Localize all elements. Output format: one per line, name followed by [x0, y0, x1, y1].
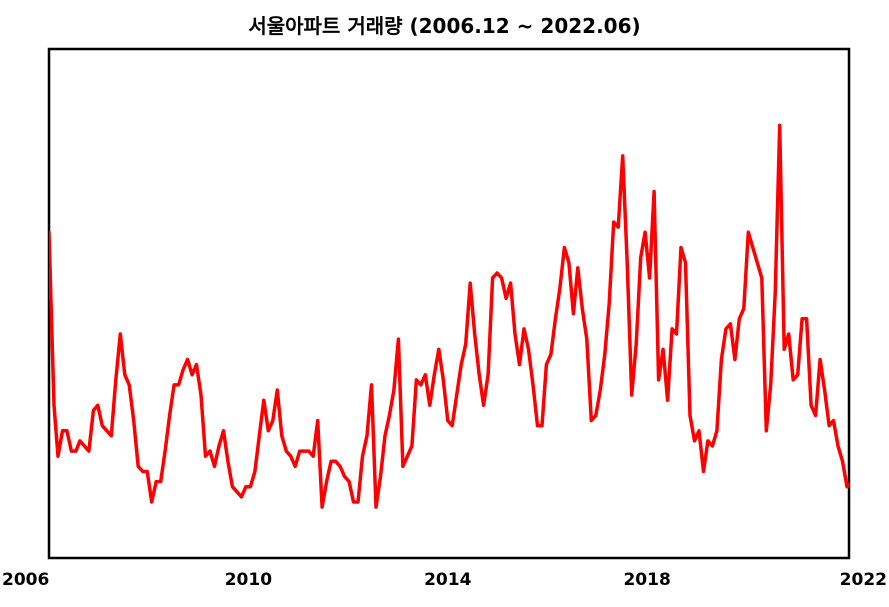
series-line-0 [49, 123, 849, 509]
x-tick-label: 2014 [424, 570, 471, 590]
x-tick-label: 2006 [2, 570, 49, 590]
plot-frame [47, 47, 851, 560]
x-tick-label: 2010 [225, 570, 272, 590]
chart-title: 서울아파트 거래량 (2006.12 ~ 2022.06) [248, 14, 641, 38]
x-tick-label: 2018 [623, 570, 670, 590]
x-tick-label: 2022 [840, 570, 887, 590]
